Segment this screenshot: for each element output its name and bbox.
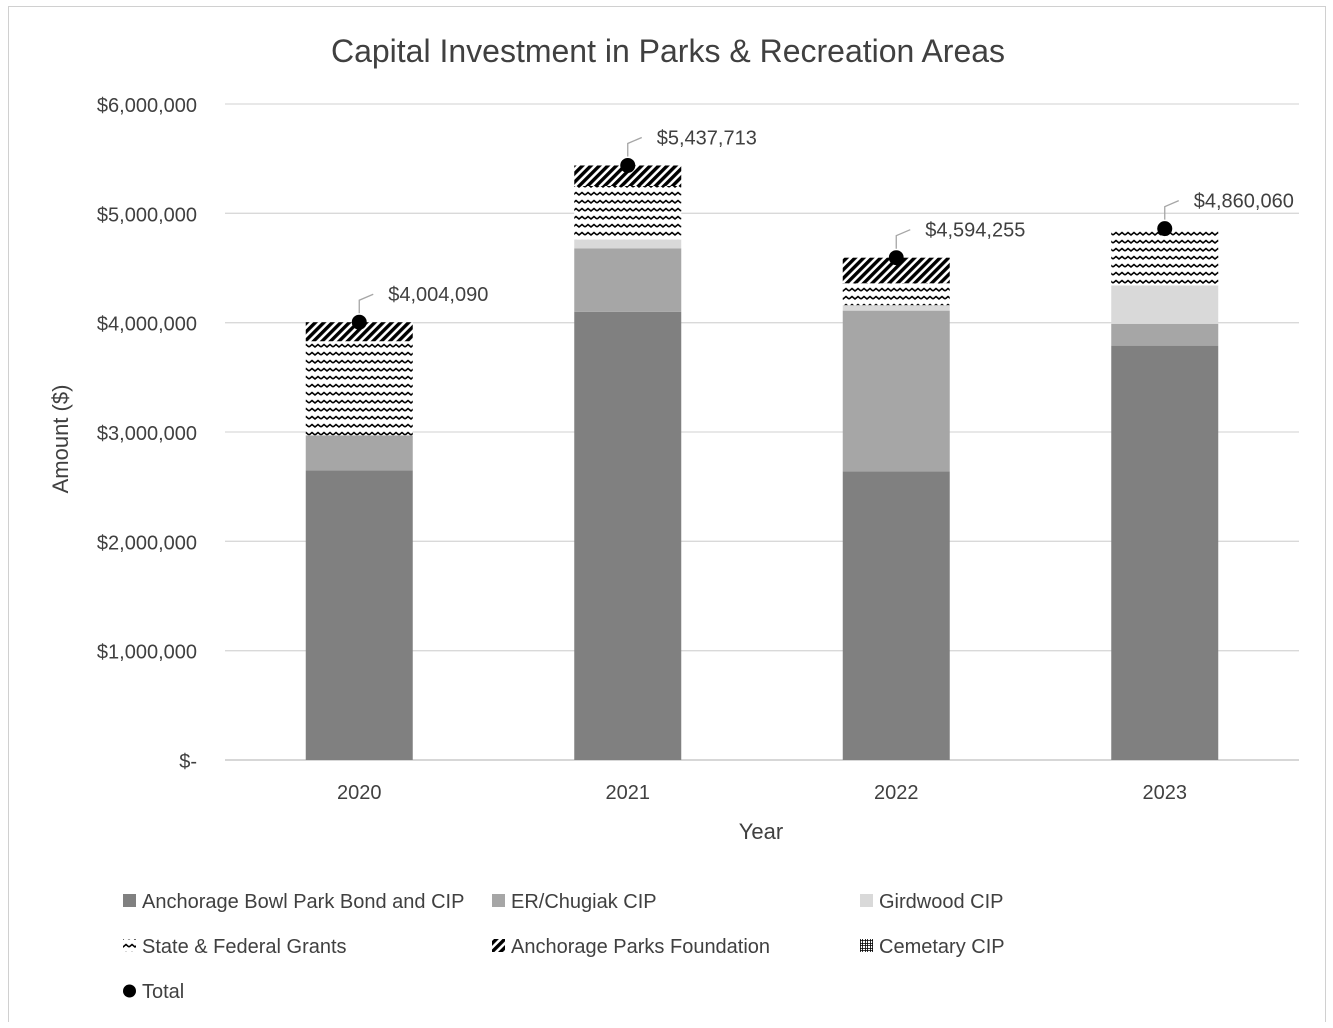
- legend-label: Cemetary CIP: [879, 936, 1005, 958]
- bar-segment: [305, 322, 413, 342]
- bar-segment: [842, 283, 950, 306]
- bar-segment: [574, 165, 682, 186]
- total-data-label: $4,594,255: [925, 220, 1025, 242]
- legend-label: State & Federal Grants: [142, 936, 347, 958]
- total-markers: $4,004,090 $5,437,713 $4,594,255 $4,860,060: [351, 127, 1294, 330]
- bar-segment: [574, 239, 682, 249]
- bar-segment: [305, 435, 413, 471]
- bar-segment: [842, 471, 950, 760]
- bar-segment: [305, 341, 413, 436]
- chart-title: Capital Investment in Parks & Recreation…: [331, 33, 1005, 69]
- total-leader-line: [1164, 200, 1180, 220]
- x-tick-label: 2022: [874, 782, 919, 804]
- x-tick-label: 2020: [337, 782, 382, 804]
- x-tick-labels: 2020 2021 2022 2023: [337, 782, 1187, 804]
- legend-label: ER/Chugiak CIP: [511, 891, 657, 913]
- legend-label: Total: [142, 981, 184, 1003]
- bar-segment: [305, 470, 413, 760]
- bar-segment: [1111, 228, 1219, 286]
- y-tick-label: $4,000,000: [97, 314, 197, 336]
- legend: Anchorage Bowl Park Bond and CIP ER/Chugi…: [123, 891, 1005, 1003]
- bars: [305, 165, 1219, 760]
- bar-segment: [1111, 345, 1219, 760]
- y-tick-label: $6,000,000: [97, 95, 197, 117]
- legend-marker: [123, 984, 136, 998]
- legend-label: Girdwood CIP: [879, 891, 1004, 913]
- y-tick-label: $3,000,000: [97, 423, 197, 445]
- legend-swatch: [123, 894, 136, 907]
- y-tick-label: $2,000,000: [97, 532, 197, 554]
- legend-swatch: [123, 939, 136, 952]
- bar-segment: [842, 310, 950, 472]
- bar-segment: [574, 186, 682, 240]
- total-data-label: $5,437,713: [657, 127, 757, 149]
- y-tick-label: $1,000,000: [97, 642, 197, 664]
- legend-swatch: [492, 939, 505, 952]
- total-leader-line: [358, 293, 374, 314]
- total-marker: [620, 157, 636, 173]
- total-marker: [888, 250, 904, 266]
- y-tick-label: $-: [179, 751, 197, 773]
- bar-segment: [574, 311, 682, 760]
- y-tick-label: $5,000,000: [97, 204, 197, 226]
- x-axis-label: Year: [739, 819, 783, 844]
- total-leader-line: [895, 229, 911, 249]
- bar-segment: [1111, 323, 1219, 346]
- legend-swatch: [492, 894, 505, 907]
- total-marker: [351, 314, 367, 330]
- x-tick-label: 2021: [606, 782, 651, 804]
- total-data-label: $4,004,090: [388, 284, 488, 306]
- bar-segment: [1111, 285, 1219, 324]
- total-leader-line: [627, 136, 643, 157]
- bar-segment: [574, 248, 682, 312]
- y-axis-label: Amount ($): [48, 385, 73, 494]
- legend-label: Anchorage Parks Foundation: [511, 936, 770, 958]
- legend-swatch: [860, 939, 873, 952]
- bar-segment: [842, 305, 950, 311]
- chart-frame: Capital Investment in Parks & Recreation…: [8, 6, 1326, 1022]
- legend-label: Anchorage Bowl Park Bond and CIP: [142, 891, 464, 913]
- x-tick-label: 2023: [1143, 782, 1188, 804]
- legend-swatch: [860, 894, 873, 907]
- chart-svg: Capital Investment in Parks & Recreation…: [48, 33, 1299, 1003]
- y-tick-labels: $- $1,000,000 $2,000,000 $3,000,000 $4,000,0…: [97, 95, 197, 773]
- total-data-label: $4,860,060: [1194, 191, 1294, 213]
- total-marker: [1157, 221, 1173, 237]
